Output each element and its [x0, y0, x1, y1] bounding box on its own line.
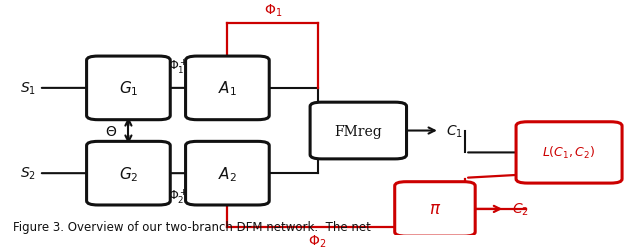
Text: $S_2$: $S_2$ [20, 165, 36, 182]
Text: $A_1$: $A_1$ [218, 79, 237, 98]
Text: $\pi$: $\pi$ [429, 200, 441, 218]
Text: $A_2$: $A_2$ [218, 164, 237, 183]
FancyBboxPatch shape [86, 57, 170, 120]
Text: $\Phi_1^+$: $\Phi_1^+$ [168, 57, 188, 76]
Text: $C_1$: $C_1$ [446, 123, 463, 139]
FancyBboxPatch shape [395, 182, 475, 236]
FancyBboxPatch shape [516, 122, 622, 183]
FancyBboxPatch shape [186, 57, 269, 120]
FancyBboxPatch shape [186, 142, 269, 205]
Text: $\Phi_2$: $\Phi_2$ [308, 232, 326, 249]
Text: $\Phi_2^+$: $\Phi_2^+$ [168, 186, 188, 205]
Text: $L(C_1,C_2)$: $L(C_1,C_2)$ [542, 145, 596, 161]
Text: FMreg: FMreg [335, 124, 382, 138]
Text: $G_1$: $G_1$ [118, 79, 138, 98]
Text: Figure 3. Overview of our two-branch DFM network.  The net: Figure 3. Overview of our two-branch DFM… [13, 220, 371, 233]
Text: $G_2$: $G_2$ [118, 164, 138, 183]
Text: $\Theta$: $\Theta$ [105, 124, 117, 138]
Text: $S_1$: $S_1$ [20, 80, 36, 97]
FancyBboxPatch shape [310, 103, 406, 159]
Text: $\Phi_1$: $\Phi_1$ [264, 3, 282, 19]
FancyBboxPatch shape [86, 142, 170, 205]
Text: $C_2$: $C_2$ [511, 201, 529, 217]
